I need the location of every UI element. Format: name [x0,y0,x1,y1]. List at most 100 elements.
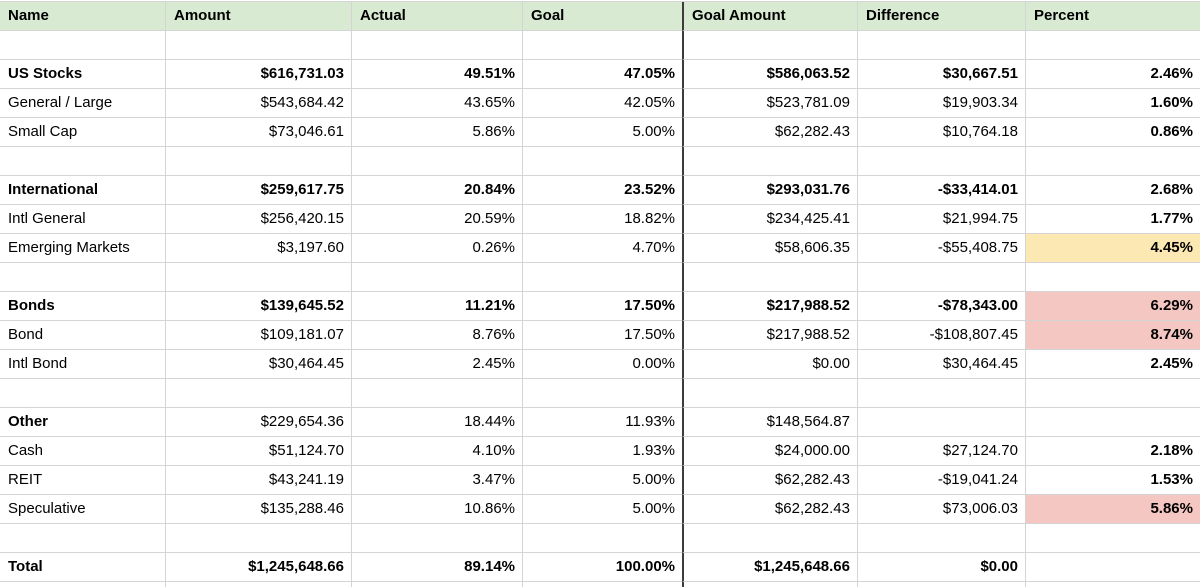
cell[interactable] [166,31,352,60]
cell[interactable]: 42.05% [523,89,682,118]
cell[interactable]: 2.45% [352,350,523,379]
cell[interactable] [166,582,352,587]
cell[interactable]: 5.86% [352,118,523,147]
cell[interactable] [352,582,523,587]
cell[interactable]: 11.21% [352,292,523,321]
cell[interactable]: 2.68% [1026,176,1200,205]
cell[interactable]: $43,241.19 [166,466,352,495]
cell[interactable]: -$33,414.01 [858,176,1026,205]
cell[interactable]: $21,994.75 [858,205,1026,234]
cell[interactable] [0,31,166,60]
cell[interactable]: $259,617.75 [166,176,352,205]
cell[interactable]: 5.00% [523,466,682,495]
cell[interactable] [858,147,1026,176]
cell[interactable]: 2.45% [1026,350,1200,379]
cell[interactable] [523,379,682,408]
cell[interactable] [523,147,682,176]
cell[interactable] [1026,379,1200,408]
cell[interactable]: Speculative [0,495,166,524]
cell[interactable]: $139,645.52 [166,292,352,321]
cell[interactable]: 3.47% [352,466,523,495]
cell[interactable] [682,524,858,553]
cell[interactable]: 8.74% [1026,321,1200,350]
cell[interactable] [0,263,166,292]
cell[interactable]: $0.00 [858,553,1026,582]
cell[interactable]: International [0,176,166,205]
cell[interactable] [0,379,166,408]
header-cell[interactable]: Goal [523,2,682,31]
cell[interactable] [1026,147,1200,176]
cell[interactable]: 11.93% [523,408,682,437]
cell[interactable]: Bond [0,321,166,350]
cell[interactable]: 18.44% [352,408,523,437]
cell[interactable]: -$78,343.00 [858,292,1026,321]
cell[interactable] [858,524,1026,553]
cell[interactable]: $543,684.42 [166,89,352,118]
cell[interactable] [166,379,352,408]
cell[interactable]: 20.59% [352,205,523,234]
cell[interactable]: 8.76% [352,321,523,350]
cell[interactable]: $217,988.52 [682,321,858,350]
cell[interactable]: 2.18% [1026,437,1200,466]
cell[interactable] [352,524,523,553]
cell[interactable] [858,31,1026,60]
header-cell[interactable]: Percent [1026,2,1200,31]
cell[interactable]: $19,903.34 [858,89,1026,118]
cell[interactable]: $109,181.07 [166,321,352,350]
cell[interactable]: $30,464.45 [858,350,1026,379]
cell[interactable] [166,263,352,292]
cell[interactable]: 17.50% [523,321,682,350]
cell[interactable]: $293,031.76 [682,176,858,205]
cell[interactable]: $1,245,648.66 [682,553,858,582]
cell[interactable] [523,31,682,60]
cell[interactable]: US Stocks [0,60,166,89]
cell[interactable]: 17.50% [523,292,682,321]
cell[interactable]: $586,063.52 [682,60,858,89]
cell[interactable]: 1.53% [1026,466,1200,495]
cell[interactable] [1026,408,1200,437]
cell[interactable]: Emerging Markets [0,234,166,263]
cell[interactable] [858,582,1026,587]
cell[interactable] [352,147,523,176]
cell[interactable]: 43.65% [352,89,523,118]
cell[interactable]: 5.86% [1026,495,1200,524]
cell[interactable]: 18.82% [523,205,682,234]
cell[interactable]: Intl Bond [0,350,166,379]
cell[interactable] [352,31,523,60]
header-cell[interactable]: Name [0,2,166,31]
header-cell[interactable]: Amount [166,2,352,31]
cell[interactable]: 1.77% [1026,205,1200,234]
cell[interactable] [352,263,523,292]
cell[interactable] [682,147,858,176]
cell[interactable]: $1,245,648.66 [166,553,352,582]
cell[interactable]: $0.00 [682,350,858,379]
cell[interactable] [682,263,858,292]
cell[interactable] [166,524,352,553]
header-cell[interactable]: Difference [858,2,1026,31]
cell[interactable]: $616,731.03 [166,60,352,89]
cell[interactable]: 6.29% [1026,292,1200,321]
cell[interactable]: 1.60% [1026,89,1200,118]
cell[interactable]: $256,420.15 [166,205,352,234]
cell[interactable]: 5.00% [523,495,682,524]
header-cell[interactable]: Actual [352,2,523,31]
cell[interactable]: 49.51% [352,60,523,89]
cell[interactable]: $148,564.87 [682,408,858,437]
cell[interactable] [1026,524,1200,553]
cell[interactable] [352,379,523,408]
cell[interactable]: $58,606.35 [682,234,858,263]
cell[interactable]: $135,288.46 [166,495,352,524]
cell[interactable] [523,582,682,587]
cell[interactable]: General / Large [0,89,166,118]
cell[interactable] [1026,263,1200,292]
cell[interactable]: $523,781.09 [682,89,858,118]
cell[interactable]: 4.10% [352,437,523,466]
cell[interactable]: $217,988.52 [682,292,858,321]
cell[interactable]: 4.70% [523,234,682,263]
cell[interactable]: $51,124.70 [166,437,352,466]
cell[interactable]: Other [0,408,166,437]
cell[interactable]: 0.86% [1026,118,1200,147]
cell[interactable] [523,263,682,292]
cell[interactable]: 10.86% [352,495,523,524]
cell[interactable]: $62,282.43 [682,495,858,524]
